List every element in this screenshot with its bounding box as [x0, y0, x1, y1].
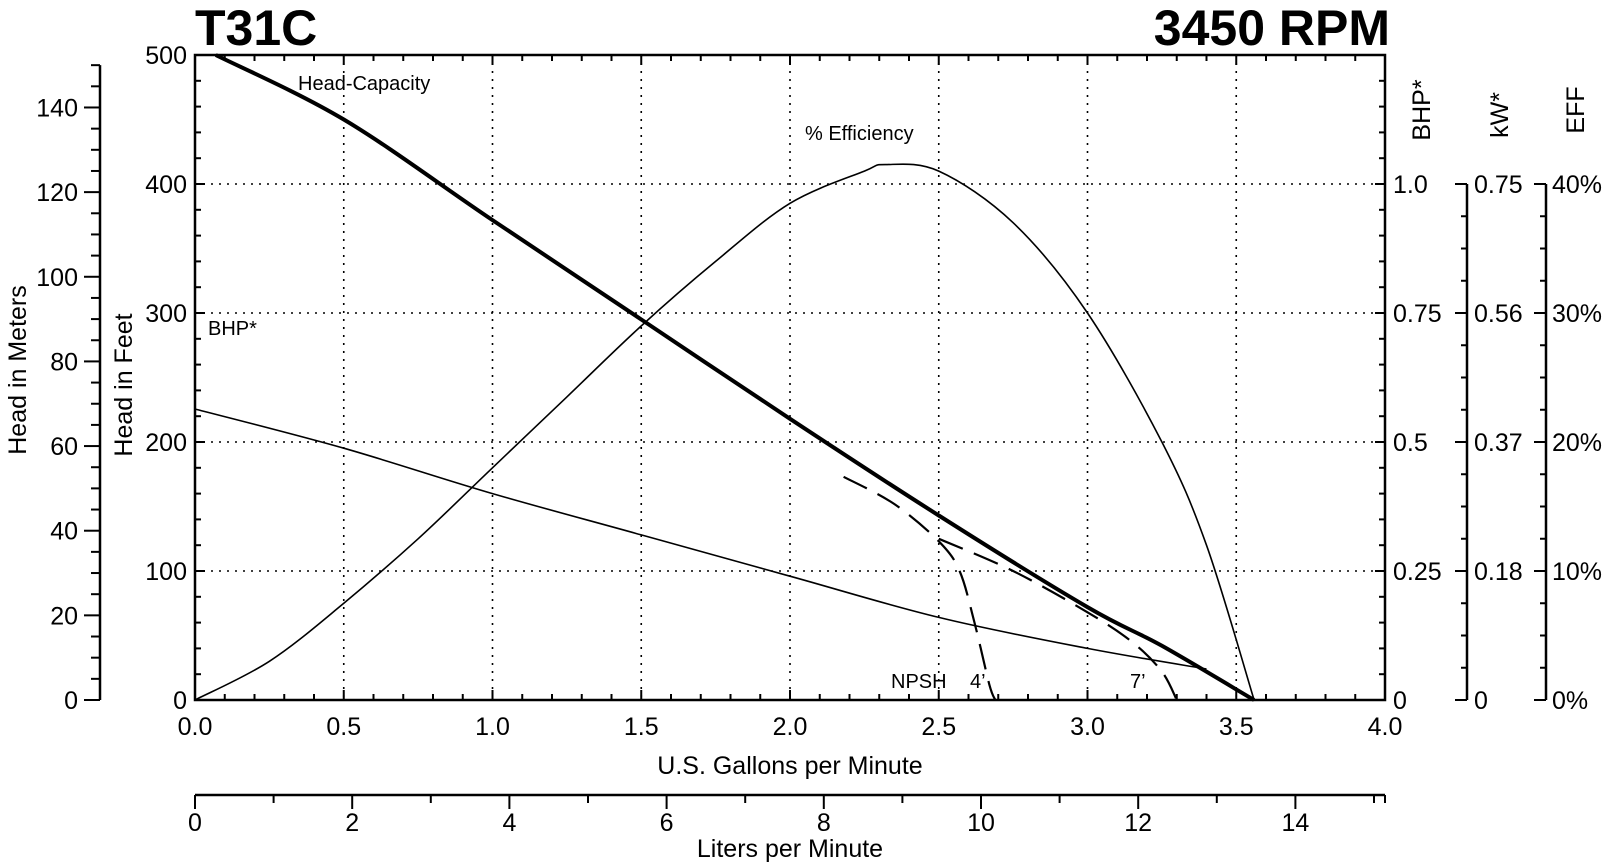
- model-title: T31C: [195, 0, 317, 56]
- x-tick-label: 3.5: [1219, 713, 1254, 741]
- eff-tick-label: 40%: [1552, 171, 1602, 199]
- liters-tick-label: 10: [967, 809, 995, 837]
- y-meters-tick-label: 100: [36, 264, 78, 292]
- x-tick-label: 2.5: [921, 713, 956, 741]
- liters-tick-label: 14: [1281, 809, 1309, 837]
- kw-tick-label: 0.37: [1474, 429, 1523, 457]
- x-tick-label: 3.0: [1070, 713, 1105, 741]
- liters-tick-label: 0: [188, 809, 202, 837]
- npsh-4ft-curve: [843, 475, 997, 701]
- kw-tick-label: 0.75: [1474, 171, 1523, 199]
- x-tick-label: 1.5: [624, 713, 659, 741]
- liters-tick-label: 8: [817, 809, 831, 837]
- bhp-tick-label: 0.5: [1393, 429, 1428, 457]
- x-tick-label: 4.0: [1368, 713, 1403, 741]
- y-feet-tick-label: 0: [173, 687, 187, 715]
- y-feet-tick-label: 400: [145, 171, 187, 199]
- npsh-label: NPSH: [891, 671, 947, 693]
- y-feet-tick-label: 200: [145, 429, 187, 457]
- x-tick-label: 1.0: [475, 713, 510, 741]
- x-tick-label: 2.0: [773, 713, 808, 741]
- head-capacity-curve: [214, 53, 1256, 702]
- y-meters-tick-label: 80: [50, 348, 78, 376]
- y-meters-tick-label: 60: [50, 433, 78, 461]
- eff-tick-label: 30%: [1552, 300, 1602, 328]
- x-axis-label: U.S. Gallons per Minute: [657, 752, 922, 780]
- liters-tick-label: 4: [502, 809, 516, 837]
- liters-tick-label: 6: [660, 809, 674, 837]
- liters-tick-label: 2: [345, 809, 359, 837]
- x-tick-label: 0.5: [326, 713, 361, 741]
- bhp-tick-label: 0.75: [1393, 300, 1442, 328]
- y-meters-tick-label: 20: [50, 602, 78, 630]
- npsh-7ft-label: 7’: [1130, 671, 1146, 693]
- liters-tick-label: 12: [1124, 809, 1152, 837]
- y-meters-tick-label: 40: [50, 518, 78, 546]
- grid-lines: [195, 55, 1385, 700]
- bhp-curve: [194, 408, 1207, 670]
- npsh-4ft-label: 4’: [970, 671, 986, 693]
- curves: [194, 53, 1256, 702]
- axes: [84, 53, 1548, 809]
- efficiency-curve: [194, 163, 1255, 701]
- kw-tick-label: 0.56: [1474, 300, 1523, 328]
- npsh-7ft-curve: [938, 537, 1178, 701]
- efficiency-label: % Efficiency: [805, 123, 914, 145]
- liters-axis-label: Liters per Minute: [697, 835, 883, 863]
- y-meters-tick-label: 0: [64, 687, 78, 715]
- y-meters-tick-label: 120: [36, 179, 78, 207]
- eff-axis-label: EFF: [1562, 86, 1590, 133]
- bhp-axis-label: BHP*: [1408, 79, 1436, 140]
- kw-tick-label: 0: [1474, 687, 1488, 715]
- y-feet-tick-label: 100: [145, 558, 187, 586]
- eff-tick-label: 10%: [1552, 558, 1602, 586]
- eff-tick-label: 0%: [1552, 687, 1588, 715]
- x-tick-label: 0.0: [178, 713, 213, 741]
- rpm-title: 3450 RPM: [1154, 0, 1390, 56]
- y-meters-axis-label: Head in Meters: [4, 285, 32, 455]
- kw-tick-label: 0.18: [1474, 558, 1523, 586]
- y-feet-tick-label: 300: [145, 300, 187, 328]
- y-feet-tick-label: 500: [145, 42, 187, 70]
- kw-axis-label: kW*: [1486, 92, 1514, 138]
- y-feet-axis-label: Head in Feet: [110, 313, 138, 456]
- eff-tick-label: 20%: [1552, 429, 1602, 457]
- bhp-tick-label: 0.25: [1393, 558, 1442, 586]
- bhp-label: BHP*: [208, 318, 257, 340]
- head-capacity-label: Head-Capacity: [298, 73, 430, 95]
- bhp-tick-label: 1.0: [1393, 171, 1428, 199]
- y-meters-tick-label: 140: [36, 94, 78, 122]
- bhp-tick-label: 0: [1393, 687, 1407, 715]
- labels: 0.0 0.5 1.0 1.5 2.0 2.5 3.0 3.5 4.0 U.S. Gallons …: [4, 0, 1602, 863]
